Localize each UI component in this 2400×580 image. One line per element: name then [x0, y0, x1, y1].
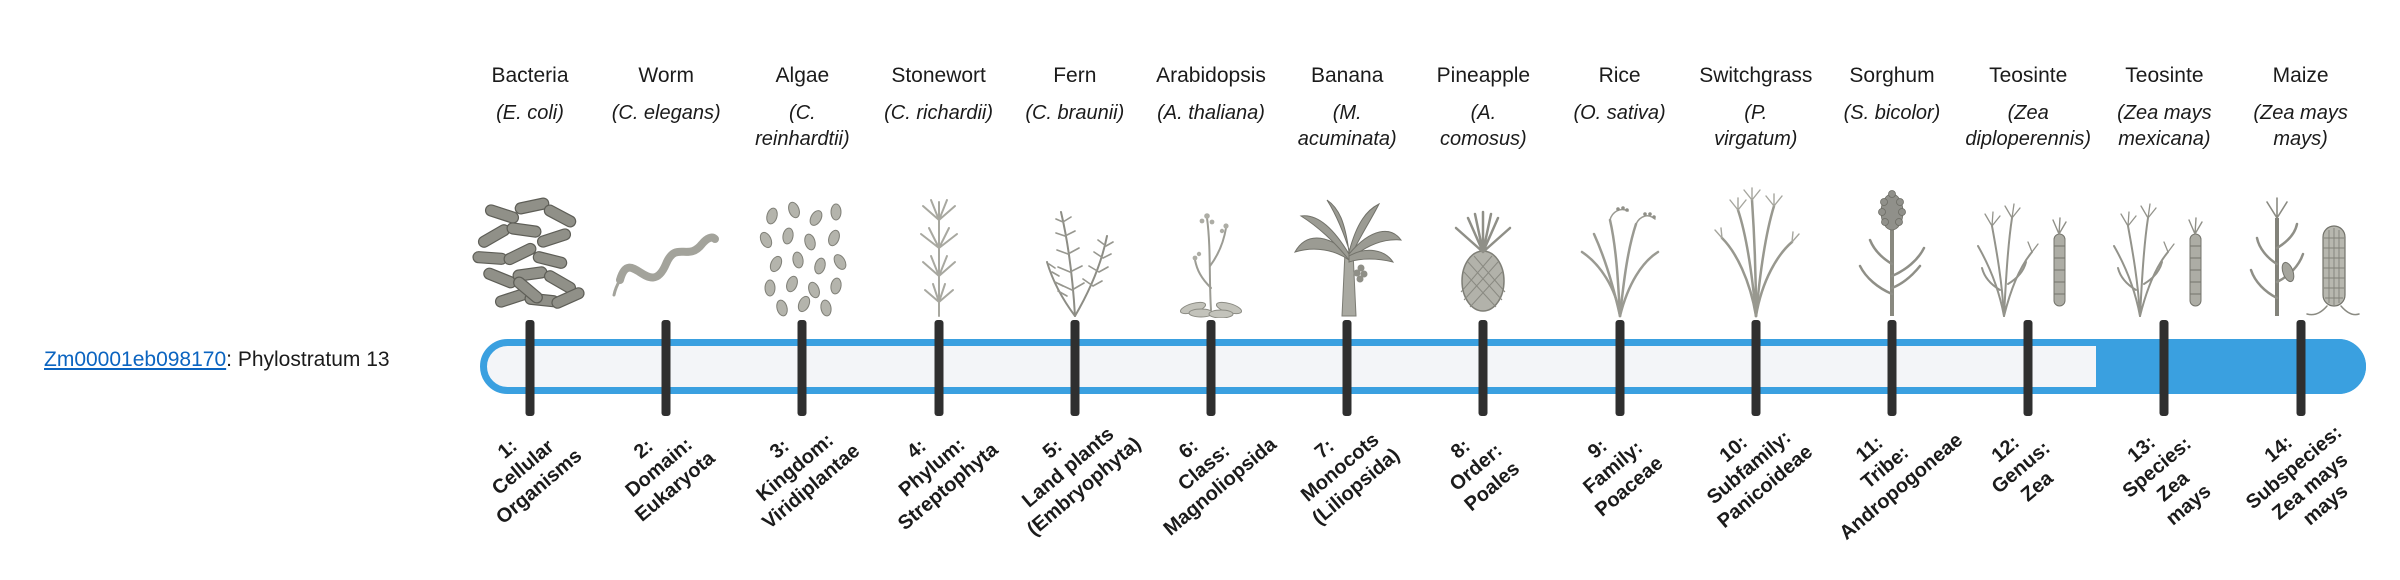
bacteria-icon — [464, 168, 596, 318]
algae-icon — [736, 168, 868, 318]
stratum-tick-13 — [2159, 320, 2169, 416]
stratum-tick-2 — [661, 320, 671, 416]
organism-scientific-name: (O. sativa) — [1573, 102, 1666, 124]
organism-scientific-name: (C. reinhardtii) — [755, 102, 850, 150]
organism-scientific-name: (C. richardii) — [884, 102, 994, 124]
organism-scientific-name: (S. bicolor) — [1843, 102, 1941, 124]
organism-common-name: Teosinte — [1989, 64, 2068, 87]
organism-scientific-name: (C. elegans) — [611, 102, 721, 124]
pineapple-icon — [1417, 168, 1549, 318]
organism-common-name: Arabidopsis — [1156, 64, 1266, 87]
switchgrass-icon — [1690, 168, 1822, 318]
phylostrata-bar-track — [480, 339, 2366, 394]
organism-scientific-name: (Zea diploperennis) — [1965, 102, 2091, 150]
gene-id-link[interactable]: Zm00001eb098170 — [44, 348, 227, 371]
stratum-tick-14 — [2296, 320, 2306, 416]
stratum-tick-11 — [1887, 320, 1897, 416]
organism-common-name: Worm — [638, 64, 694, 87]
stratum-tick-7 — [1342, 320, 1352, 416]
stratum-tick-1 — [525, 320, 535, 416]
worm-icon — [600, 168, 732, 318]
organism-common-name: Rice — [1598, 64, 1641, 87]
gene-label: Zm00001eb098170: Phylostratum 13 — [44, 348, 390, 372]
stonewort-icon — [873, 168, 1005, 318]
phylostratum-text: : Phylostratum 13 — [226, 348, 390, 371]
stratum-tick-4 — [934, 320, 944, 416]
organism-common-name: Maize — [2272, 64, 2329, 87]
phylostratum-bar-fill — [2096, 339, 2366, 394]
stratum-tick-5 — [1070, 320, 1080, 416]
organism-scientific-name: (E. coli) — [496, 102, 564, 124]
stratum-tick-8 — [1478, 320, 1488, 416]
organism-scientific-name: (M. acuminata) — [1297, 102, 1397, 150]
arabidopsis-icon — [1145, 168, 1277, 318]
organism-scientific-name: (Zea mays mexicana) — [2117, 102, 2212, 150]
organism-scientific-name: (Zea mays mays) — [2253, 102, 2348, 150]
organism-common-name: Pineapple — [1436, 64, 1531, 87]
organism-common-name: Bacteria — [491, 64, 569, 87]
organism-scientific-name: (A. thaliana) — [1157, 102, 1265, 124]
organism-scientific-name: (P. virgatum) — [1714, 102, 1798, 150]
fern-icon — [1009, 168, 1141, 318]
maize-icon — [2235, 168, 2367, 318]
organism-common-name: Algae — [775, 64, 830, 87]
organism-common-name: Sorghum — [1849, 64, 1935, 87]
organism-common-name: Teosinte — [2125, 64, 2204, 87]
stratum-tick-6 — [1206, 320, 1216, 416]
banana-icon — [1281, 168, 1413, 318]
stratum-tick-10 — [1751, 320, 1761, 416]
teosinte-icon — [1962, 168, 2094, 318]
organism-common-name: Stonewort — [891, 64, 986, 87]
organism-common-name: Fern — [1053, 64, 1097, 87]
organism-common-name: Switchgrass — [1699, 64, 1813, 87]
sorghum-icon — [1826, 168, 1958, 318]
organism-scientific-name: (C. braunii) — [1025, 102, 1125, 124]
organism-scientific-name: (A. comosus) — [1440, 102, 1527, 150]
stratum-tick-12 — [2023, 320, 2033, 416]
organism-common-name: Banana — [1310, 64, 1384, 87]
rice-icon — [1554, 168, 1686, 318]
teosinte-icon — [2098, 168, 2230, 318]
stratum-tick-9 — [1615, 320, 1625, 416]
stratum-tick-3 — [797, 320, 807, 416]
